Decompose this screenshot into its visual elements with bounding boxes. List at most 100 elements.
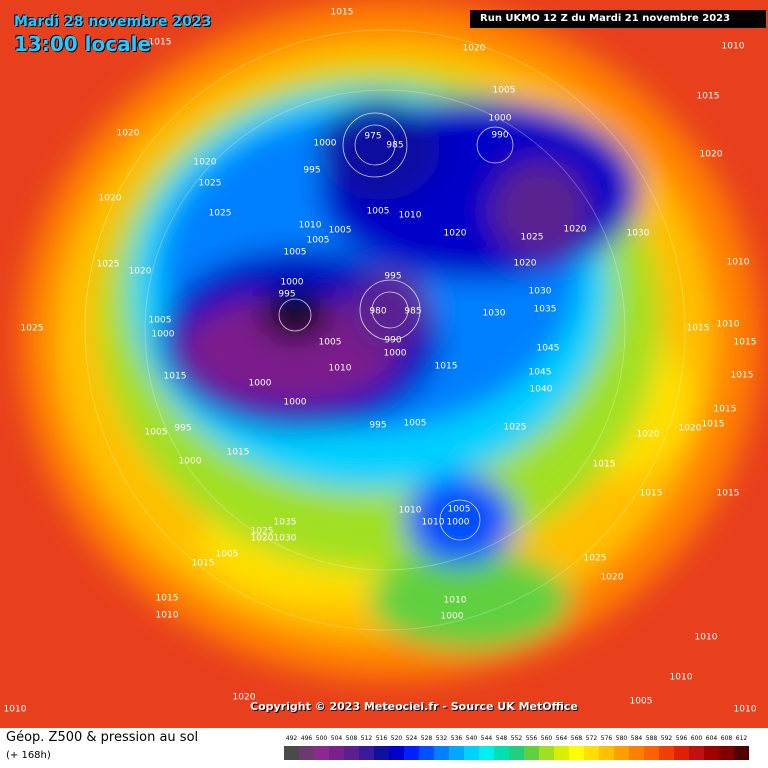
isobar-label: 1020	[129, 267, 152, 277]
legend-swatch	[584, 746, 599, 760]
isobar-label: 1000	[447, 518, 470, 528]
legend-label: 572	[586, 735, 598, 742]
isobar-label: 1015	[717, 489, 740, 499]
isobar-label: 1030	[274, 534, 297, 544]
legend-swatch	[434, 746, 449, 760]
legend-label: 612	[736, 735, 748, 742]
isobar-label: 1010	[329, 364, 352, 374]
legend-swatch	[464, 746, 479, 760]
isobar-label: 1015	[687, 324, 710, 334]
isobar-label: 1020	[637, 430, 660, 440]
isobar-label: 1020	[700, 150, 723, 160]
isobar-label: 1010	[444, 596, 467, 606]
isobar-label: 1025	[209, 209, 232, 219]
isobar-label: 1030	[483, 309, 506, 319]
legend-swatch	[419, 746, 434, 760]
isobar-label: 1030	[627, 229, 650, 239]
legend-label: 588	[646, 735, 658, 742]
legend-swatch	[389, 746, 404, 760]
isobar-label: 1000	[284, 398, 307, 408]
legend-label: 496	[301, 735, 313, 742]
legend-label: 524	[406, 735, 418, 742]
isobar-label: 1020	[514, 259, 537, 269]
legend-swatch	[284, 746, 299, 760]
isobar-label: 1015	[697, 92, 720, 102]
isobar-label: 1005	[307, 236, 330, 246]
isobars	[84, 29, 686, 631]
isobar-label: 1010	[299, 221, 322, 231]
isobar-label: 1010	[727, 258, 750, 268]
isobar-label: 1020	[117, 129, 140, 139]
legend-swatch	[599, 746, 614, 760]
legend-label: 568	[571, 735, 583, 742]
legend-swatch	[344, 746, 359, 760]
legend-label: 564	[556, 735, 568, 742]
isobar-label: 1035	[534, 305, 557, 315]
isobar-label: 1000	[179, 457, 202, 467]
legend-swatch	[314, 746, 329, 760]
isobar-label: 990	[384, 336, 401, 346]
legend-label: 548	[496, 735, 508, 742]
legend-swatch	[629, 746, 644, 760]
isobar-label: 1025	[584, 554, 607, 564]
isobar-label: 1010	[4, 705, 27, 715]
isobar-label: 1025	[97, 260, 120, 270]
legend-swatch	[569, 746, 584, 760]
footer-title: Géop. Z500 & pression au sol	[6, 730, 199, 745]
isobar-label: 1000	[152, 330, 175, 340]
isobar-label: 1005	[448, 505, 471, 515]
copyright: Copyright © 2023 Meteociel.fr - Source U…	[250, 700, 578, 713]
legend-label: 532	[436, 735, 448, 742]
isobar-label: 1020	[564, 225, 587, 235]
isobar-label: 1005	[216, 550, 239, 560]
isobar-label: 1010	[717, 320, 740, 330]
isobar-label: 1025	[504, 423, 527, 433]
legend-swatch	[644, 746, 659, 760]
isobar-label: 1010	[734, 705, 757, 715]
legend-label: 556	[526, 735, 538, 742]
isobar-label: 1045	[529, 368, 552, 378]
isobar-label: 1005	[367, 207, 390, 217]
isobar-label: 1020	[99, 194, 122, 204]
legend-label: 508	[346, 735, 358, 742]
isobar-label: 1020	[444, 229, 467, 239]
legend-label: 528	[421, 735, 433, 742]
isobar-label: 1010	[399, 506, 422, 516]
legend-label: 504	[331, 735, 343, 742]
isobar-label: 1015	[593, 460, 616, 470]
legend-label: 540	[466, 735, 478, 742]
legend-label: 520	[391, 735, 403, 742]
isobar-label: 1000	[489, 114, 512, 124]
isobar-label: 1015	[149, 38, 172, 48]
legend-label: 600	[691, 735, 703, 742]
isobar-label: 1015	[156, 594, 179, 604]
isobar-label: 1020	[251, 534, 274, 544]
legend-label: 500	[316, 735, 328, 742]
legend-swatch	[359, 746, 374, 760]
legend-label: 592	[661, 735, 673, 742]
isobar-label: 1015	[702, 420, 725, 430]
isobar-label: 995	[369, 421, 386, 431]
isobar-label: 1030	[529, 287, 552, 297]
isobar-label: 1025	[251, 527, 274, 537]
isobar-label: 1015	[331, 8, 354, 18]
isobar-label: 985	[404, 307, 421, 317]
isobar-label: 1020	[679, 424, 702, 434]
isobar-label: 1000	[384, 349, 407, 359]
isobar-label: 1040	[530, 385, 553, 395]
legend-swatch	[479, 746, 494, 760]
isobar-label: 1020	[463, 44, 486, 54]
legend-swatch	[554, 746, 569, 760]
isobar-label: 1025	[521, 233, 544, 243]
legend-label: 608	[721, 735, 733, 742]
isobar-label: 985	[386, 141, 403, 151]
legend-swatch	[659, 746, 674, 760]
isobar-label: 1020	[194, 158, 217, 168]
isobar-label: 990	[491, 131, 508, 141]
isobar-label: 1015	[734, 338, 757, 348]
isobar-label: 1020	[601, 573, 624, 583]
isobar-label: 1015	[714, 405, 737, 415]
forecast-date: Mardi 28 novembre 2023	[14, 14, 212, 30]
isobar-label: 1015	[640, 489, 663, 499]
isobar-label: 1015	[731, 371, 754, 381]
